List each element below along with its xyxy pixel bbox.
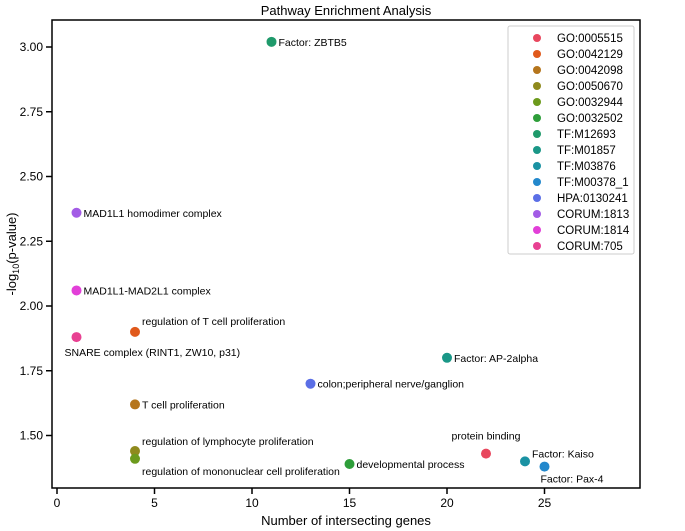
y-tick-label: 2.50 xyxy=(20,170,44,184)
x-tick-label: 15 xyxy=(343,496,357,510)
data-point[interactable] xyxy=(442,352,452,363)
legend-marker xyxy=(533,210,541,218)
point-label: Factor: ZBTB5 xyxy=(279,37,347,49)
y-tick-label: 2.25 xyxy=(20,234,44,248)
legend-entry: CORUM:705 xyxy=(557,241,623,253)
legend-entry: HPA:0130241 xyxy=(557,193,628,205)
legend: GO:0005515 GO:0042129 GO:0042098 GO:0050670… xyxy=(507,25,635,255)
y-tick-label: 1.75 xyxy=(20,364,44,378)
x-axis-label: Number of intersecting genes xyxy=(261,513,431,528)
legend-marker xyxy=(533,82,541,90)
legend-entry: GO:0050670 xyxy=(557,81,623,93)
point-label: regulation of mononuclear cell prolifera… xyxy=(142,466,340,478)
point-label: regulation of lymphocyte proliferation xyxy=(142,436,314,448)
legend-marker xyxy=(533,178,541,186)
legend-marker xyxy=(533,194,541,202)
legend-marker xyxy=(533,114,541,122)
data-point[interactable] xyxy=(344,458,355,469)
y-tick-label: 3.00 xyxy=(20,40,44,54)
point-label: Factor: AP-2alpha xyxy=(454,353,538,365)
x-tick-label: 0 xyxy=(54,496,61,510)
data-point[interactable] xyxy=(266,36,277,47)
data-point[interactable] xyxy=(130,453,140,464)
x-tick-label: 20 xyxy=(440,496,454,510)
data-point[interactable] xyxy=(130,326,140,337)
point-label: Factor: Pax-4 xyxy=(541,474,604,486)
legend-marker xyxy=(533,34,541,42)
legend-marker xyxy=(533,98,541,106)
point-label: developmental process xyxy=(357,459,465,471)
legend-marker xyxy=(533,66,541,74)
y-tick-label: 2.00 xyxy=(20,299,44,313)
legend-entry: GO:0032944 xyxy=(557,97,623,109)
point-label: T cell proliferation xyxy=(142,399,225,411)
point-label: SNARE complex (RINT1, ZW10, p31) xyxy=(65,347,241,359)
legend-marker xyxy=(533,130,541,138)
legend-entry: GO:0042129 xyxy=(557,49,623,61)
point-label: MAD1L1 homodimer complex xyxy=(84,208,223,220)
data-point[interactable] xyxy=(130,399,140,410)
legend-marker xyxy=(533,162,541,170)
point-label: colon;peripheral nerve/ganglion xyxy=(318,379,465,391)
legend-entry: CORUM:1814 xyxy=(557,225,630,237)
point-label: Factor: Kaiso xyxy=(532,448,594,460)
legend-marker xyxy=(533,50,541,58)
legend-entry: TF:M00378_1 xyxy=(557,177,629,189)
data-point[interactable] xyxy=(520,456,530,467)
x-tick-label: 10 xyxy=(245,496,259,510)
data-point[interactable] xyxy=(539,461,550,472)
legend-entry: GO:0032502 xyxy=(557,113,623,125)
point-label: protein binding xyxy=(452,431,521,443)
legend-marker xyxy=(533,226,541,234)
y-tick-label: 2.75 xyxy=(20,105,44,119)
legend-entry: TF:M12693 xyxy=(557,129,616,141)
legend-entry: TF:M01857 xyxy=(557,145,616,157)
data-point[interactable] xyxy=(71,332,82,343)
data-point[interactable] xyxy=(71,285,82,296)
legend-marker xyxy=(533,242,541,250)
y-tick-label: 1.50 xyxy=(20,429,44,443)
legend-entry: GO:0005515 xyxy=(557,33,623,45)
point-label: MAD1L1-MAD2L1 complex xyxy=(84,285,212,297)
x-tick-label: 25 xyxy=(538,496,552,510)
plot-frame xyxy=(51,19,641,489)
legend-entry: CORUM:1813 xyxy=(557,209,629,221)
data-point[interactable] xyxy=(305,378,316,389)
chart-title: Pathway Enrichment Analysis xyxy=(261,3,432,18)
point-label: regulation of T cell proliferation xyxy=(142,316,285,328)
data-point[interactable] xyxy=(71,207,82,218)
data-point[interactable] xyxy=(481,448,491,459)
data-point[interactable] xyxy=(130,446,140,457)
y-axis-label: -log10(p-value) xyxy=(4,213,21,296)
legend-marker xyxy=(533,146,541,154)
legend-entry: TF:M03876 xyxy=(557,161,616,173)
legend-entry: GO:0042098 xyxy=(557,65,623,77)
x-tick-label: 5 xyxy=(151,496,158,510)
